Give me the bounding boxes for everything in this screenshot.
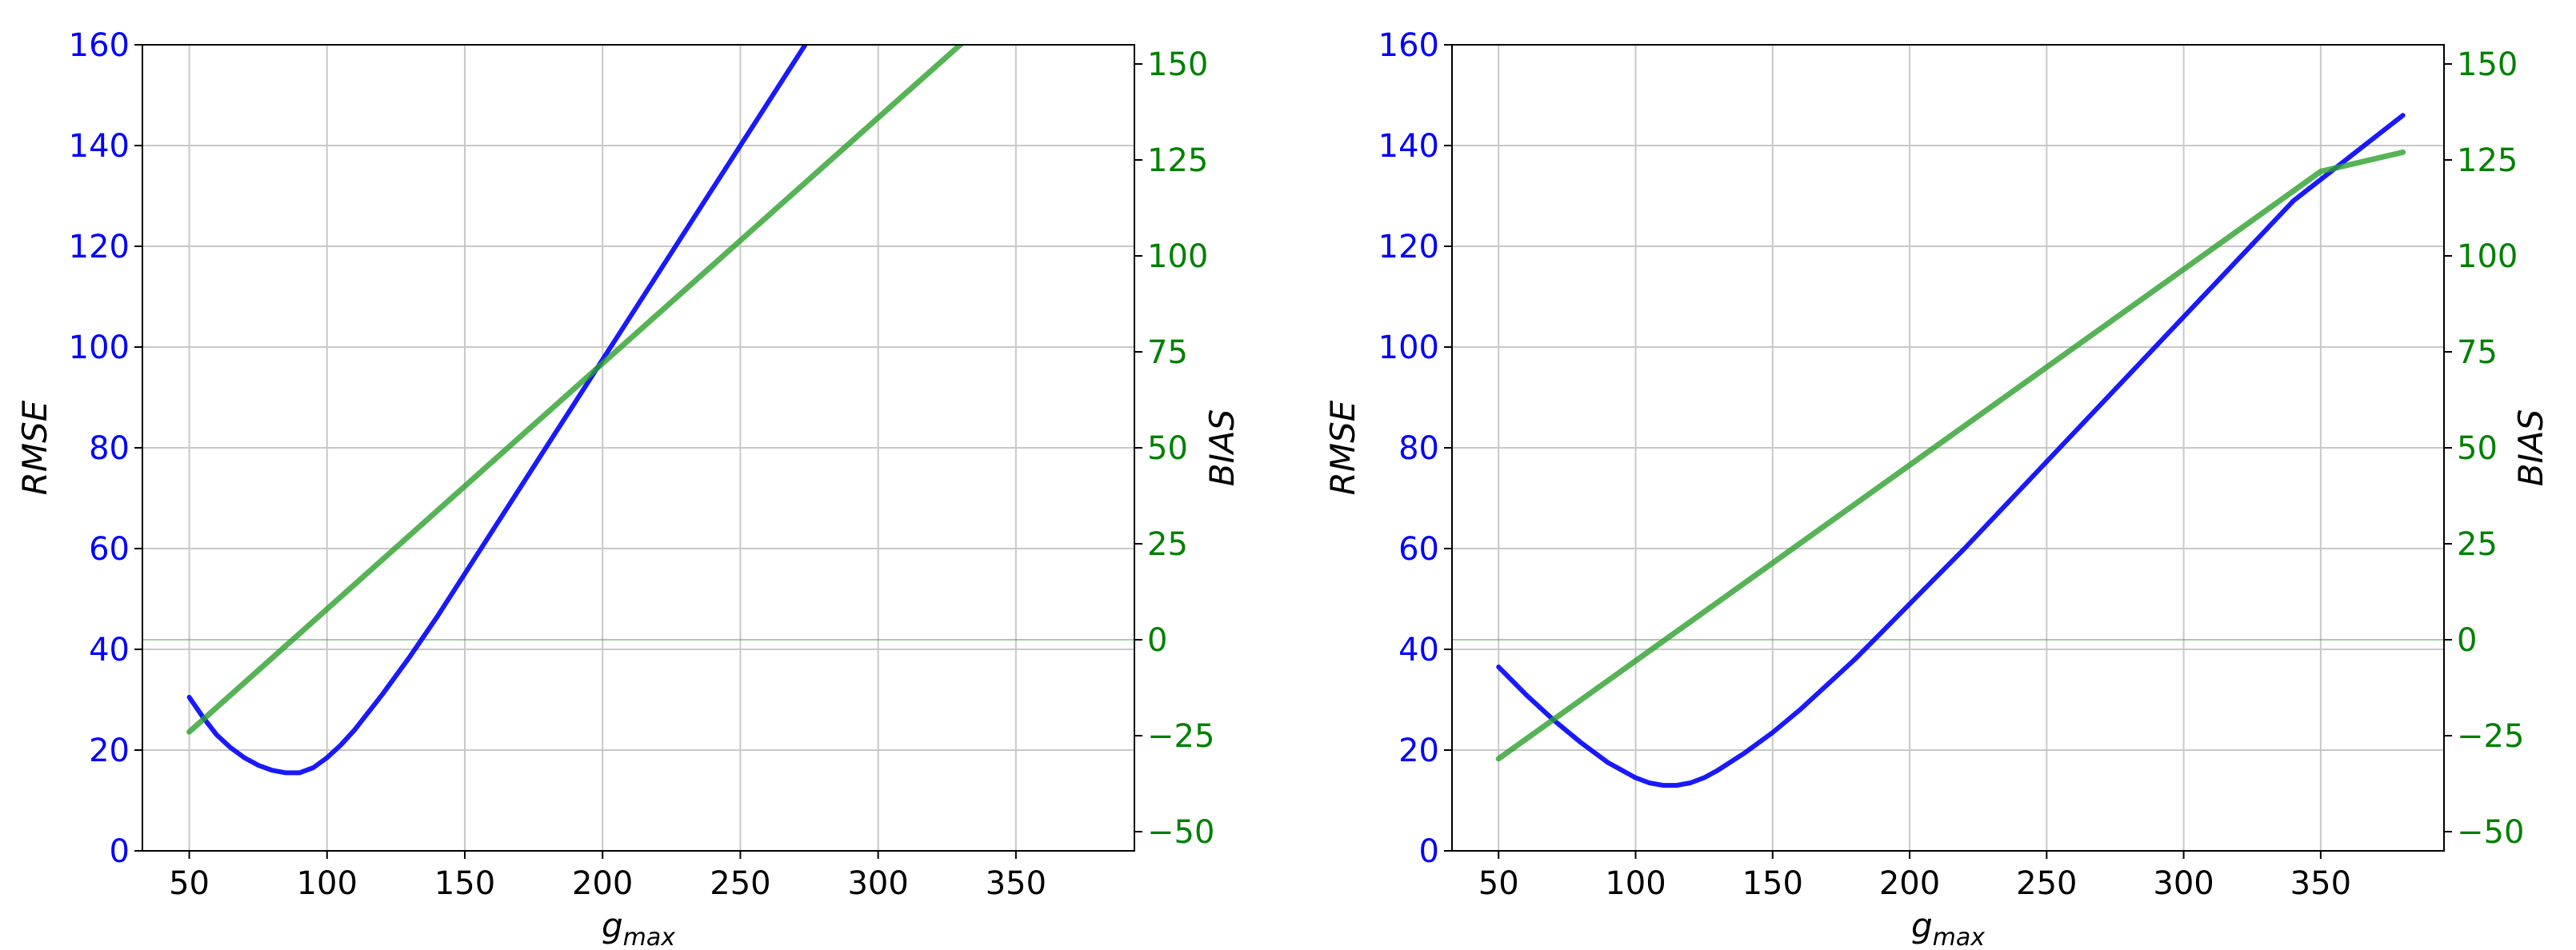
- y-right-tick-label: 150: [2457, 46, 2518, 83]
- y-right-tick-label: 75: [1147, 334, 1188, 371]
- y-right-tick-label: 100: [1147, 238, 1208, 275]
- y-left-axis-title: RMSE: [1323, 400, 1362, 495]
- y-right-tick-label: 150: [1147, 46, 1208, 83]
- y-left-tick-label: 60: [1398, 531, 1439, 568]
- grid: [142, 44, 1134, 852]
- bias-line: [1495, 149, 2406, 762]
- y-right-tick-label: 50: [2457, 430, 2498, 467]
- x-axis-title: gmax: [1911, 906, 1985, 950]
- y-left-tick-label: 100: [1378, 329, 1439, 366]
- y-right-tick-label: −50: [1147, 814, 1214, 851]
- y-left-tick-label: 120: [69, 229, 130, 265]
- y-left-tick-label: 0: [110, 833, 130, 870]
- y-right-tick-label: 125: [1147, 142, 1208, 179]
- x-axis-title-main: g: [602, 906, 623, 945]
- y-left-tick-label: 40: [1398, 632, 1439, 669]
- y-right-tick-label: 100: [2457, 238, 2518, 275]
- y-right-tick-label: 0: [1147, 622, 1167, 659]
- rmse-line: [1496, 113, 2406, 788]
- y-left-tick-label: 120: [1378, 229, 1439, 265]
- y-left-tick-label: 60: [89, 531, 130, 568]
- x-tick-label: 200: [1879, 865, 1940, 902]
- series-group: [186, 45, 965, 776]
- y-left-tick-label: 160: [69, 27, 130, 64]
- y-left-tick-label: 140: [1378, 128, 1439, 165]
- y-left-tick-label: 100: [69, 329, 130, 366]
- x-tick-label: 350: [986, 865, 1046, 902]
- y-right-axis-title: BIAS: [1202, 409, 1242, 487]
- y-left-tick-label: 0: [1419, 833, 1439, 870]
- x-tick-label: 50: [169, 865, 210, 902]
- x-axis-title-subscript: max: [1933, 924, 1986, 950]
- y-left-tick-label: 20: [1398, 732, 1439, 769]
- x-tick-label: 250: [2016, 865, 2077, 902]
- y-right-tick-label: 125: [2457, 142, 2518, 179]
- y-right-tick-label: 50: [1147, 430, 1188, 467]
- y-left-tick-label: 140: [69, 128, 130, 165]
- chart-right: 50 100 150 200 250 300 35002040608010012014016…: [1323, 27, 2550, 950]
- x-tick-label: 100: [1605, 865, 1666, 902]
- y-left-axis-title: RMSE: [15, 400, 54, 495]
- x-tick-label: 150: [1742, 865, 1803, 902]
- x-tick-label: 300: [847, 865, 908, 902]
- y-right-tick-label: 75: [2457, 334, 2498, 371]
- x-tick-label: 100: [297, 865, 358, 902]
- chart-left: 50 100 150 200 250 300 35002040608010012014016…: [15, 27, 1242, 950]
- bias-line: [186, 45, 965, 735]
- y-right-tick-label: 25: [2457, 526, 2498, 563]
- x-axis-title: gmax: [602, 906, 675, 950]
- y-right-tick-label: 0: [2457, 622, 2477, 659]
- y-left-tick-label: 40: [89, 632, 130, 669]
- y-right-tick-label: −50: [2457, 814, 2524, 851]
- x-tick-label: 350: [2290, 865, 2351, 902]
- rmse-line: [186, 45, 809, 776]
- y-left-tick-label: 80: [1398, 430, 1439, 467]
- x-tick-label: 250: [710, 865, 770, 902]
- y-right-tick-label: −25: [2457, 718, 2524, 755]
- series-group: [1495, 113, 2406, 788]
- y-right-axis-title: BIAS: [2511, 409, 2550, 487]
- y-right-tick-label: −25: [1147, 718, 1214, 755]
- y-left-tick-label: 160: [1378, 27, 1439, 64]
- x-axis-title-subscript: max: [623, 924, 676, 950]
- y-left-tick-label: 20: [89, 732, 130, 769]
- x-tick-label: 150: [434, 865, 495, 902]
- x-tick-label: 50: [1478, 865, 1519, 902]
- x-axis-title-main: g: [1911, 906, 1933, 945]
- y-right-tick-label: 25: [1147, 526, 1188, 563]
- grid: [1452, 44, 2444, 852]
- x-tick-label: 200: [572, 865, 633, 902]
- x-tick-label: 300: [2153, 865, 2214, 902]
- y-left-tick-label: 80: [89, 430, 130, 467]
